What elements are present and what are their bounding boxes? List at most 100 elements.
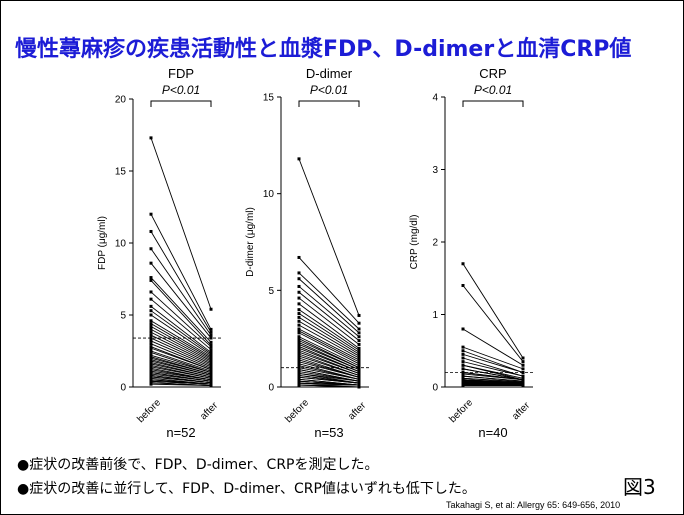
pair-line	[298, 367, 360, 380]
y-tick-label: 0	[432, 383, 438, 394]
point-before	[297, 308, 301, 312]
point-after	[357, 335, 361, 339]
pair-line	[298, 340, 360, 369]
point-before	[297, 277, 301, 281]
pair-line	[298, 317, 360, 355]
point-before	[149, 247, 153, 251]
point-after	[357, 373, 361, 377]
point-after	[521, 374, 525, 378]
chart-title: CRP	[479, 66, 506, 81]
point-before	[149, 346, 153, 350]
point-before	[297, 360, 301, 364]
pair-line	[150, 347, 212, 371]
point-before	[149, 297, 153, 301]
point-after	[357, 348, 361, 352]
point-after	[357, 342, 361, 346]
point-after	[209, 336, 213, 340]
point-after	[357, 370, 361, 374]
point-before	[149, 333, 153, 337]
point-after	[357, 331, 361, 335]
point-after	[357, 321, 361, 325]
bullet-decreased: ●症状の改善に並行して、FDP、D-dimer、CRP値はいずれも低下した。	[17, 481, 476, 497]
pair-line	[462, 353, 524, 373]
pair-line	[150, 248, 212, 336]
point-before	[297, 373, 301, 377]
pair-line	[150, 380, 212, 385]
point-before	[149, 212, 153, 216]
pair-line	[150, 280, 212, 346]
pair-line	[298, 384, 360, 388]
point-before	[149, 304, 153, 308]
point-before	[297, 375, 301, 379]
pair-line	[298, 272, 360, 330]
pair-line	[150, 262, 212, 339]
point-after	[357, 381, 361, 385]
point-before	[149, 313, 153, 317]
y-tick-label: 5	[120, 311, 126, 322]
y-tick-label: 0	[120, 383, 126, 394]
point-before	[461, 327, 465, 331]
y-tick-label: 10	[115, 239, 127, 250]
pair-line	[150, 357, 212, 375]
significance-bracket	[462, 100, 524, 107]
chart-title: D-dimer	[306, 66, 353, 81]
point-before	[149, 278, 153, 282]
point-before	[297, 302, 301, 306]
pair-line	[150, 340, 212, 368]
point-before	[297, 342, 301, 346]
pair-line	[298, 347, 360, 372]
point-before	[297, 358, 301, 362]
point-before	[297, 379, 301, 383]
pair-line	[150, 352, 212, 374]
pair-line	[150, 370, 212, 381]
point-before	[461, 356, 465, 360]
point-before	[297, 348, 301, 352]
pair-line	[298, 330, 360, 363]
point-after	[357, 379, 361, 383]
chart-1: 0 5 10 15 20 FDP (μg/ml) FDP P<0.01 before aftern…	[97, 66, 223, 440]
y-tick-label: 10	[263, 189, 275, 200]
point-before	[297, 339, 301, 343]
point-after	[521, 367, 525, 371]
point-before	[297, 337, 301, 341]
pair-line	[298, 355, 360, 376]
pair-line	[150, 334, 212, 365]
pair-line	[298, 286, 360, 338]
pair-line	[150, 329, 212, 362]
x-tick-label: before	[447, 397, 475, 425]
point-before	[297, 327, 301, 331]
point-after	[357, 358, 361, 362]
point-before	[149, 229, 153, 233]
point-before	[461, 262, 465, 266]
pair-line	[298, 328, 360, 361]
pair-line	[150, 326, 212, 361]
point-before	[149, 322, 153, 326]
point-before	[297, 370, 301, 374]
pair-line	[150, 277, 212, 343]
sample-size-label: n=52	[166, 425, 195, 440]
y-tick-label: 15	[115, 167, 127, 178]
point-after	[357, 366, 361, 370]
x-tick-label: before	[135, 397, 163, 425]
pair-line	[150, 376, 212, 384]
point-after	[209, 307, 213, 311]
point-before	[461, 374, 465, 378]
point-after	[357, 375, 361, 379]
sample-size-label: n=40	[478, 425, 507, 440]
pair-line	[462, 263, 524, 359]
pair-line	[298, 351, 360, 374]
pair-line	[150, 323, 212, 359]
point-before	[297, 377, 301, 381]
y-axis-label: D-dimer (μg/ml)	[245, 207, 256, 277]
point-after	[521, 360, 525, 364]
pair-line	[150, 213, 212, 330]
point-before	[461, 352, 465, 356]
point-before	[149, 309, 153, 313]
pair-line	[150, 137, 212, 310]
pair-line	[298, 376, 360, 384]
point-before	[149, 336, 153, 340]
pair-line	[150, 298, 212, 350]
y-axis-label: FDP (μg/ml)	[97, 216, 108, 270]
pair-line	[150, 231, 212, 333]
